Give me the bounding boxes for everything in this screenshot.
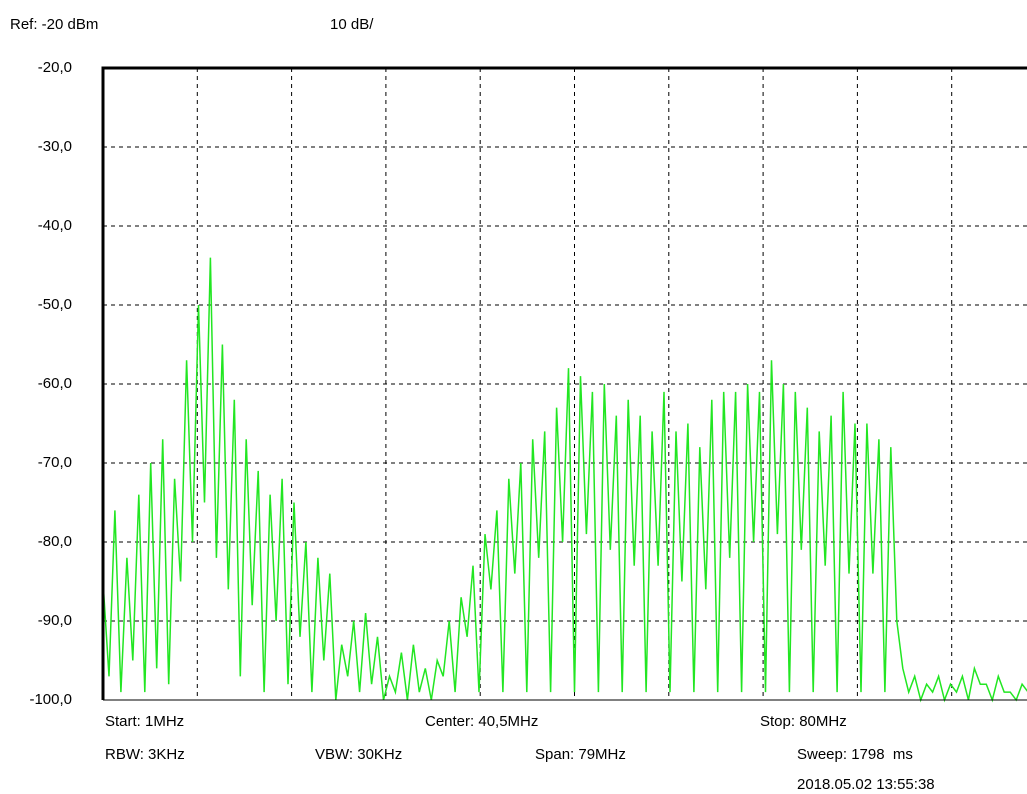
stop-freq: Stop: 80MHz <box>760 713 847 730</box>
sweep: Sweep: 1798 ms <box>797 746 913 763</box>
center-freq: Center: 40,5MHz <box>425 713 538 730</box>
scale: 10 dB/ <box>330 16 374 33</box>
plot-frame <box>101 66 1027 700</box>
spectrum-trace <box>102 257 1027 703</box>
vbw: VBW: 30KHz <box>315 746 402 763</box>
timestamp: 2018.05.02 13:55:38 <box>797 776 935 793</box>
y-tick-label: -60,0 <box>38 375 72 392</box>
y-tick-label: -50,0 <box>38 296 72 313</box>
y-tick-label: -30,0 <box>38 138 72 155</box>
rbw: RBW: 3KHz <box>105 746 185 763</box>
y-tick-label: -80,0 <box>38 533 72 550</box>
y-tick-label: -70,0 <box>38 454 72 471</box>
y-tick-label: -90,0 <box>38 612 72 629</box>
ref-level: Ref: -20 dBm <box>10 16 98 33</box>
y-tick-label: -40,0 <box>38 217 72 234</box>
span: Span: 79MHz <box>535 746 626 763</box>
y-tick-label: -100,0 <box>29 691 72 708</box>
start-freq: Start: 1MHz <box>105 713 184 730</box>
y-tick-label: -20,0 <box>38 59 72 76</box>
